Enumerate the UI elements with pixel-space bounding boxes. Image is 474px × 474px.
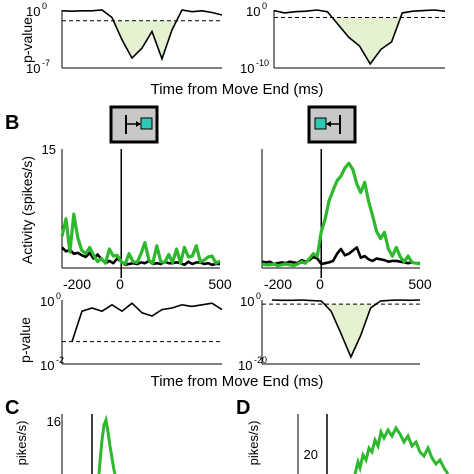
d-ytick-20: 20 bbox=[304, 447, 318, 462]
svg-text:0: 0 bbox=[42, 1, 47, 11]
svg-text:-7: -7 bbox=[42, 58, 50, 68]
svg-text:-2: -2 bbox=[56, 355, 64, 365]
svg-text:0: 0 bbox=[56, 291, 61, 301]
B-right-pvalue-pvalue-line bbox=[271, 299, 421, 359]
svg-text:-20: -20 bbox=[254, 355, 267, 365]
b-right-pvalue-ytick-top: 10 0 bbox=[240, 291, 261, 309]
svg-text:10: 10 bbox=[40, 294, 54, 309]
svg-text:0: 0 bbox=[262, 1, 267, 11]
panel-label-b: B bbox=[5, 112, 19, 134]
top-right-ytick-bottom: 10 -10 bbox=[240, 58, 269, 76]
b-right-pvalue-ytick-bottom: 10 -20 bbox=[238, 355, 267, 373]
svg-text:0: 0 bbox=[256, 291, 261, 301]
top-right-pvalue-pvalue-line bbox=[273, 9, 446, 66]
B-right-activity-green-trace bbox=[261, 161, 421, 268]
panel-label-d: D bbox=[236, 397, 250, 419]
top-right-pvalue-significant-shade bbox=[332, 17, 401, 64]
svg-text:10: 10 bbox=[240, 61, 254, 76]
b-left-pvalue-ytick-bottom: 10 -2 bbox=[40, 355, 64, 373]
b-right-xtick-500: 500 bbox=[408, 276, 432, 292]
d-ylabel-fragment: pikes/s) bbox=[246, 421, 261, 466]
top-row-xlabel: Time from Move End (ms) bbox=[151, 81, 324, 98]
top-left-ytick-top: 10 0 bbox=[26, 1, 47, 19]
svg-text:10: 10 bbox=[238, 358, 252, 373]
B-right-pvalue-significant-shade bbox=[324, 304, 377, 357]
middle-row-xlabel: Time from Move End (ms) bbox=[151, 373, 324, 390]
top-left-ylabel: p-value bbox=[19, 17, 35, 63]
c-activity-panel bbox=[61, 414, 117, 474]
top-left-pvalue-significant-shade bbox=[113, 20, 177, 59]
svg-text:10: 10 bbox=[240, 294, 254, 309]
B-right-activity-black-trace bbox=[261, 246, 420, 266]
b-left-pvalue-ylabel: p-value bbox=[17, 317, 33, 363]
top-right-ytick-top: 10 0 bbox=[246, 1, 267, 19]
b-left-activity-ylabel: Activity (spikes/s) bbox=[19, 156, 35, 264]
b-right-xtick-0: 0 bbox=[316, 276, 324, 292]
b-left-task-icon bbox=[109, 105, 159, 144]
b-left-ytick-15: 15 bbox=[42, 142, 56, 157]
b-left-pvalue-ytick-top: 10 0 bbox=[40, 291, 61, 309]
c-green-trace bbox=[97, 414, 117, 474]
B-left-pvalue-pvalue-line bbox=[71, 302, 223, 342]
b-left-xtick-500: 500 bbox=[208, 276, 232, 292]
b-right-task-icon bbox=[307, 105, 357, 144]
panel-label-c: C bbox=[5, 397, 19, 419]
c-ytick-16: 16 bbox=[47, 414, 61, 429]
top-left-ytick-bottom: 10 -7 bbox=[26, 58, 50, 76]
svg-text:10: 10 bbox=[26, 4, 40, 19]
c-ylabel-fragment: pikes/s) bbox=[14, 421, 29, 466]
B-left-activity-green-trace bbox=[60, 212, 221, 266]
svg-text:-10: -10 bbox=[256, 58, 269, 68]
d-green-trace bbox=[353, 425, 450, 474]
d-activity-panel bbox=[297, 414, 450, 474]
svg-text:10: 10 bbox=[26, 61, 40, 76]
b-right-xtick-m200: -200 bbox=[264, 276, 292, 292]
B-left-activity-black-trace bbox=[61, 246, 220, 267]
svg-text:10: 10 bbox=[40, 358, 54, 373]
svg-text:10: 10 bbox=[246, 4, 260, 19]
b-left-xtick-0: 0 bbox=[116, 276, 124, 292]
top-left-pvalue-pvalue-line bbox=[61, 9, 223, 62]
b-left-xtick-m200: -200 bbox=[63, 276, 91, 292]
